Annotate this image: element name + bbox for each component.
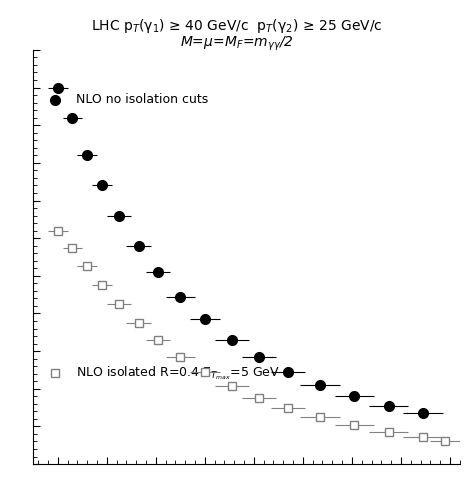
Text: LHC p$_T$(γ$_1$) ≥ 40 GeV/c  p$_T$(γ$_2$) ≥ 25 GeV/c: LHC p$_T$(γ$_1$) ≥ 40 GeV/c p$_T$(γ$_2$)… (91, 17, 383, 35)
Text: NLO no isolation cuts: NLO no isolation cuts (76, 93, 208, 106)
Text: M=μ=M$_F$=m$_{γγ}$/2: M=μ=M$_F$=m$_{γγ}$/2 (180, 35, 294, 53)
Text: NLO isolated R=0.4 E$_{T_{max}}$=5 GeV: NLO isolated R=0.4 E$_{T_{max}}$=5 GeV (76, 364, 280, 382)
